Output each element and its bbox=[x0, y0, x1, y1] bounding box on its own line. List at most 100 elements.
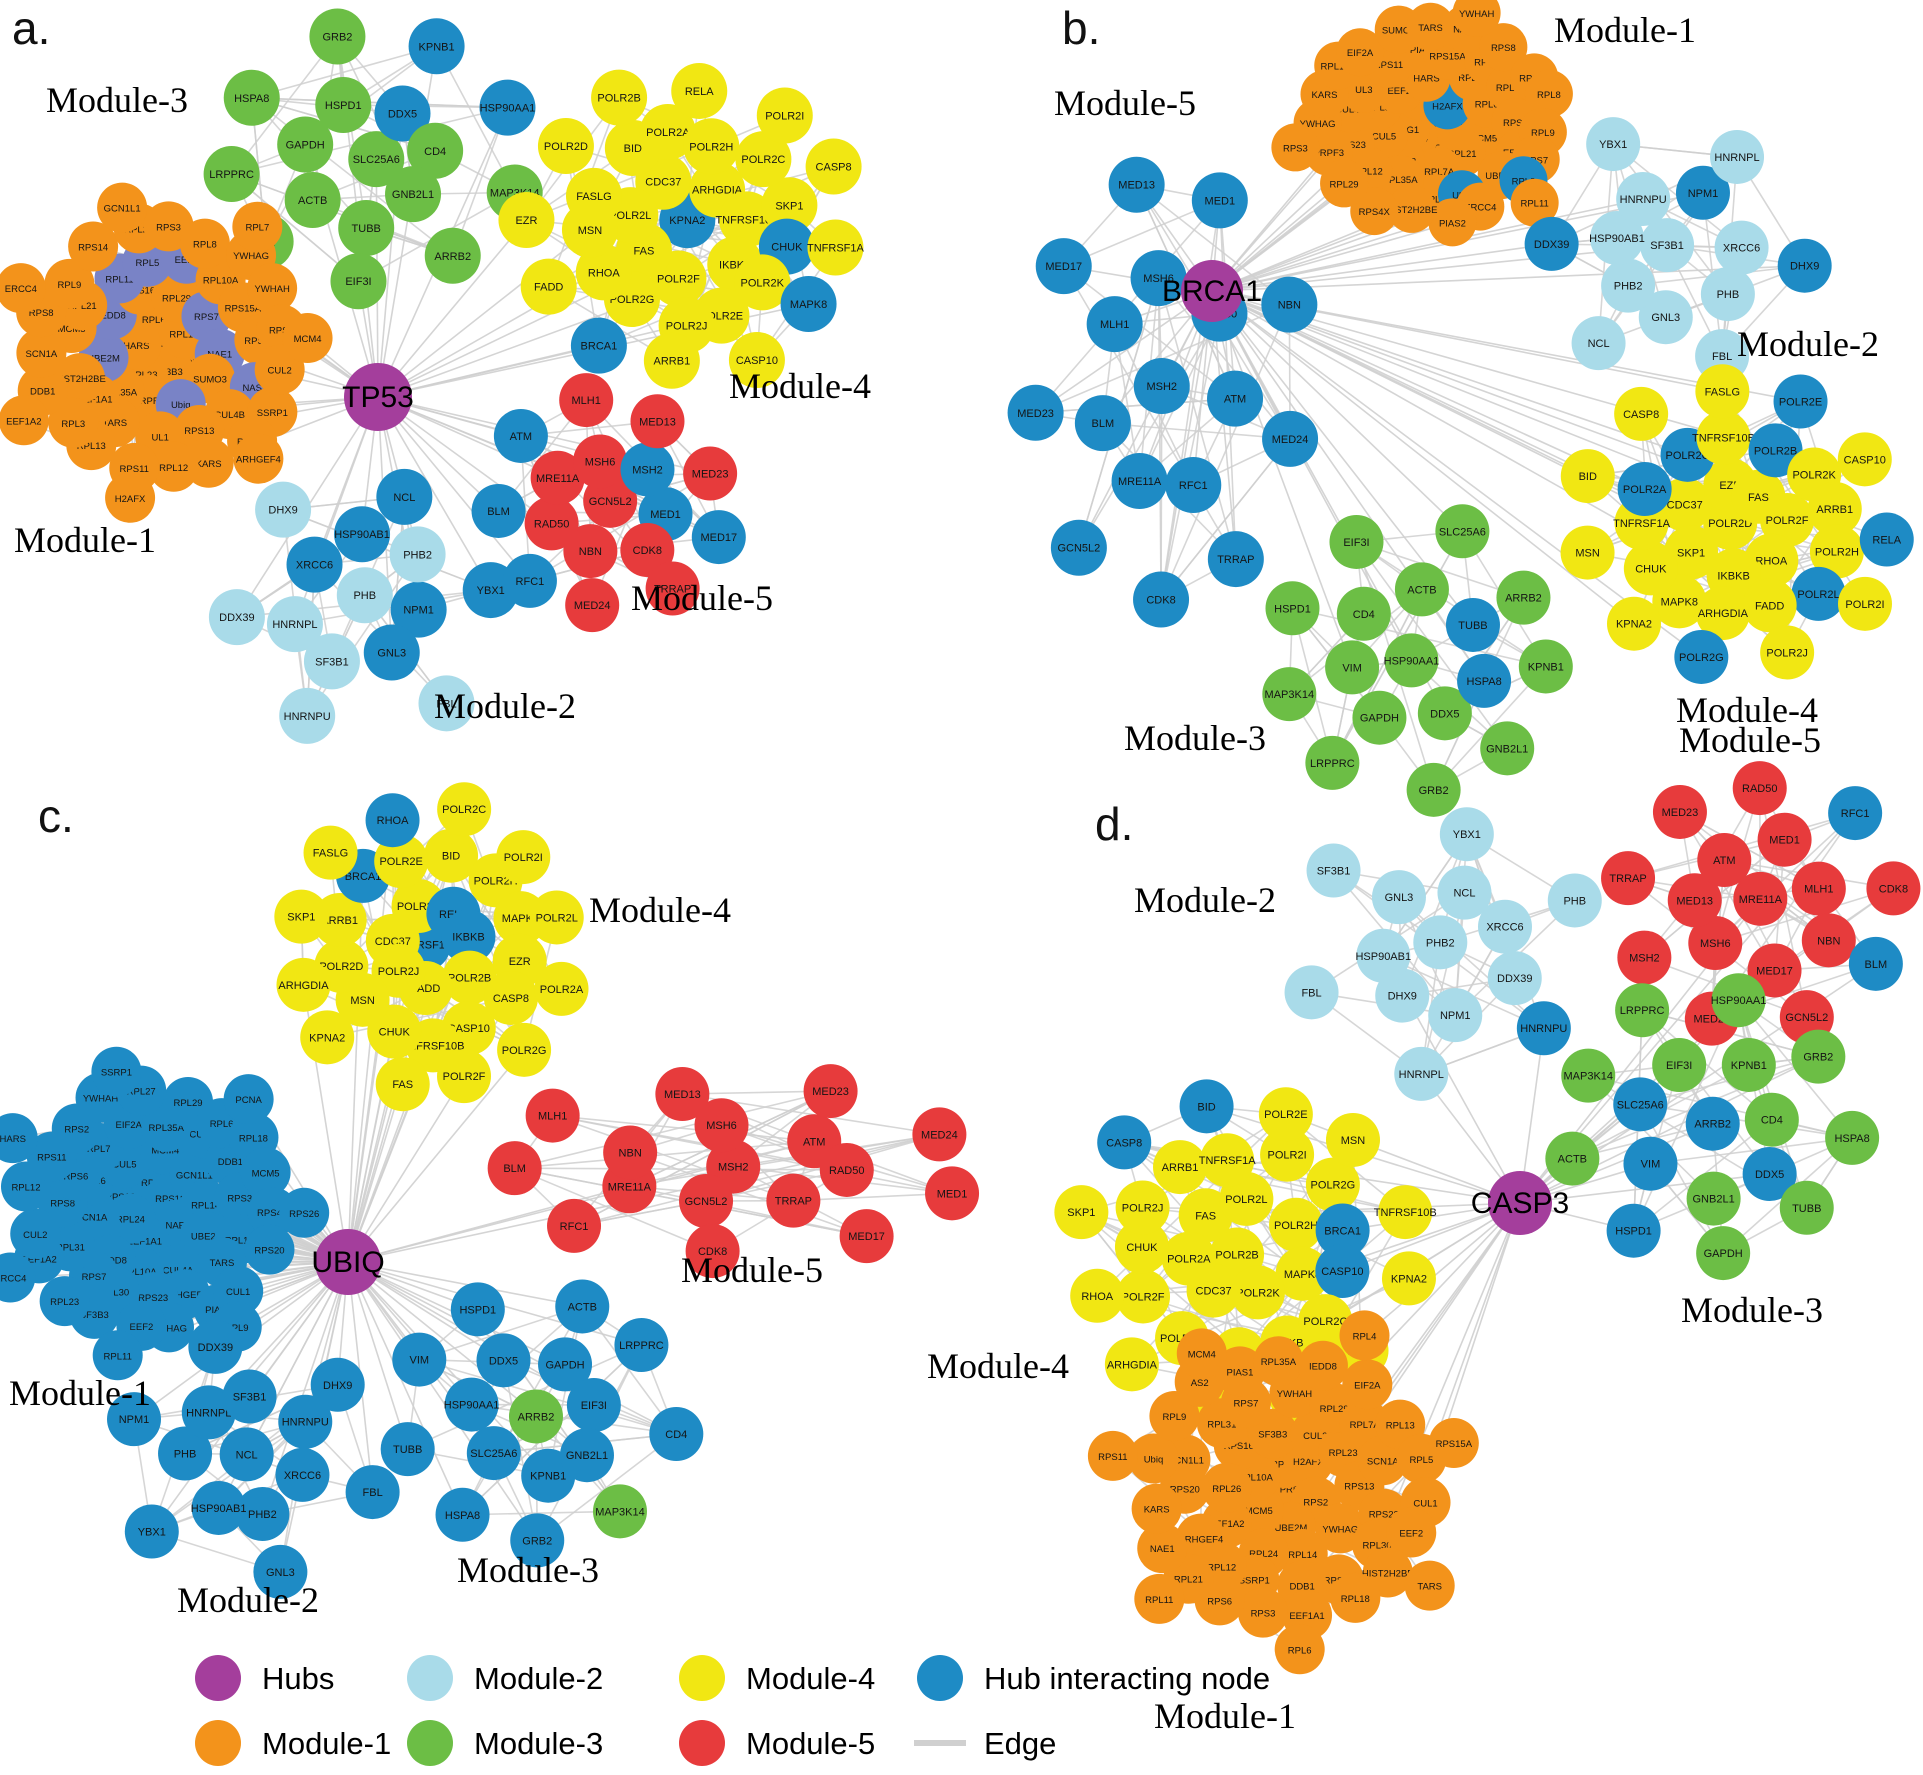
node-label-POLR2J: POLR2J bbox=[666, 320, 708, 332]
node-label-FBL: FBL bbox=[363, 1487, 383, 1499]
node-label-POLR2L: POLR2L bbox=[536, 912, 578, 924]
node-FASLG bbox=[1695, 364, 1750, 419]
node-label-ACTB: ACTB bbox=[298, 195, 327, 207]
node-label-FADD: FADD bbox=[534, 282, 563, 294]
node-BID bbox=[1179, 1079, 1234, 1134]
hub-edge bbox=[347, 1261, 464, 1516]
node-GNB2L1 bbox=[559, 1428, 614, 1483]
hub-edge bbox=[1211, 221, 1453, 292]
node-label-MSH6: MSH6 bbox=[706, 1120, 737, 1132]
node-label-RELA: RELA bbox=[1872, 535, 1901, 547]
node-label-YWHAH: YWHAH bbox=[83, 1094, 119, 1105]
node-label-ERCC4: ERCC4 bbox=[1464, 203, 1496, 214]
node-label-POLR2C: POLR2C bbox=[1666, 450, 1710, 462]
node-label-POLR2C: POLR2C bbox=[741, 154, 785, 166]
node-label-RPL29: RPL29 bbox=[162, 293, 191, 304]
node-label-RPS23: RPS23 bbox=[138, 1293, 168, 1304]
node-TNFRSF1A bbox=[807, 219, 864, 276]
node-label-RPL26: RPL26 bbox=[1212, 1484, 1241, 1495]
node-label-RPL27: RPL27 bbox=[127, 1087, 156, 1098]
node-BID bbox=[1560, 449, 1615, 504]
node-label-HIST2H2BE: HIST2H2BE bbox=[1386, 205, 1438, 216]
legend-label-module-4: Module-4 bbox=[746, 1661, 875, 1696]
node-label-RAD50: RAD50 bbox=[1742, 783, 1777, 795]
node-label-RPL26: RPL26 bbox=[124, 224, 153, 235]
node-HNRNPU bbox=[279, 687, 336, 744]
node-MSH6 bbox=[694, 1098, 749, 1153]
node-label-POLR2J: POLR2J bbox=[1766, 648, 1808, 660]
node-label-RHOA: RHOA bbox=[588, 267, 620, 279]
node-RPL8 bbox=[179, 218, 230, 269]
node-TUBB bbox=[338, 200, 395, 257]
node-XRCC6 bbox=[1477, 899, 1532, 954]
node-POLR2B bbox=[1748, 423, 1803, 478]
node-label-ARHGDIA: ARHGDIA bbox=[278, 980, 329, 992]
hub-node-CASP3 bbox=[1488, 1171, 1552, 1235]
edge bbox=[1714, 812, 1856, 944]
node-HSP90AA1 bbox=[1384, 633, 1439, 688]
edge bbox=[1078, 313, 1221, 549]
node-NPM1 bbox=[1428, 988, 1483, 1043]
edge bbox=[1641, 1009, 1771, 1175]
node-label-CD4: CD4 bbox=[1353, 609, 1375, 621]
node-POLR2I bbox=[1260, 1127, 1315, 1182]
node-label-POLR2D: POLR2D bbox=[544, 141, 588, 153]
node-POLR2E bbox=[1773, 374, 1828, 429]
node-label-GRB2: GRB2 bbox=[1419, 785, 1449, 797]
node-label-RPL10A: RPL10A bbox=[1321, 62, 1357, 73]
node-GNL3 bbox=[1371, 870, 1426, 925]
node-label-TNFRSF10B: TNFRSF10B bbox=[715, 214, 778, 226]
node-POLR2G bbox=[497, 1022, 552, 1077]
node-label-RPL30: RPL30 bbox=[100, 1287, 129, 1298]
node-POLR2E bbox=[1258, 1087, 1313, 1142]
panel-a: SLC25A6 TUBB ACTB GAPDH HSPD1 DDX5 CD4 GNB2L1 EI… bbox=[0, 2, 871, 744]
node-label-SKP1: SKP1 bbox=[775, 200, 803, 212]
legend-label-hubs: Hubs bbox=[262, 1661, 334, 1696]
node-label-RPS8: RPS8 bbox=[29, 308, 54, 319]
node-DHX9 bbox=[255, 481, 312, 538]
node-label-HSPA8: HSPA8 bbox=[445, 1510, 480, 1522]
node-label-NCL: NCL bbox=[393, 492, 415, 504]
node-LRPPRC bbox=[614, 1318, 669, 1373]
node-POLR2J bbox=[371, 943, 426, 998]
node-BRCA1 bbox=[1315, 1203, 1370, 1258]
node-CD4 bbox=[1336, 586, 1391, 641]
node-MLH1 bbox=[1791, 861, 1846, 916]
node-label-CASP8: CASP8 bbox=[493, 993, 529, 1005]
node-HSPA8 bbox=[1825, 1110, 1880, 1165]
node-label-KPNB1: KPNB1 bbox=[1731, 1060, 1767, 1072]
legend: Hubs Module-1 Module-2 Module-3 Module-4 Modu… bbox=[195, 1655, 1270, 1766]
node-label-RPL3: RPL3 bbox=[61, 419, 85, 430]
node-label-CDC37: CDC37 bbox=[1196, 1286, 1232, 1298]
node-label-CHUK: CHUK bbox=[1635, 563, 1667, 575]
node-FADD bbox=[520, 258, 577, 315]
node-label-CD4: CD4 bbox=[665, 1429, 687, 1441]
node-label-POLR2A: POLR2A bbox=[1623, 484, 1667, 496]
node-label-POLR2G: POLR2G bbox=[610, 294, 655, 306]
node-label-CASP10: CASP10 bbox=[1844, 454, 1886, 466]
node-label-HSP90AB1: HSP90AB1 bbox=[191, 1503, 247, 1515]
node-label-FBL: FBL bbox=[1301, 987, 1321, 999]
node-label-MSN: MSN bbox=[1341, 1135, 1366, 1147]
node-label-GCN5L2: GCN5L2 bbox=[1785, 1012, 1828, 1024]
node-RHOA bbox=[365, 793, 420, 848]
node-label-MED13: MED13 bbox=[1118, 180, 1155, 192]
node-label-ARRB2: ARRB2 bbox=[518, 1411, 555, 1423]
node-label-FBL: FBL bbox=[1712, 351, 1732, 363]
node-label-SLC25A6: SLC25A6 bbox=[1439, 526, 1486, 538]
node-BRCA1 bbox=[570, 317, 627, 374]
node-MED23 bbox=[683, 446, 738, 501]
node-label-HNRNPU: HNRNPU bbox=[1620, 194, 1667, 206]
node-label-MSH2: MSH2 bbox=[718, 1162, 749, 1174]
node-BLM bbox=[1848, 936, 1903, 991]
node-MED1 bbox=[925, 1166, 980, 1221]
node-label-RPS3: RPS3 bbox=[1251, 1609, 1276, 1620]
node-label-POLR2H: POLR2H bbox=[1274, 1220, 1318, 1232]
node-label-RFC1: RFC1 bbox=[1179, 480, 1208, 492]
node-label-CASP10: CASP10 bbox=[736, 355, 778, 367]
node-label-RPS11: RPS11 bbox=[1098, 1452, 1127, 1463]
node-MED23 bbox=[1007, 384, 1064, 441]
module-title-d-Module-5: Module-5 bbox=[1679, 720, 1821, 760]
node-label-MLH1: MLH1 bbox=[572, 395, 601, 407]
node-label-CDK8: CDK8 bbox=[1879, 883, 1908, 895]
